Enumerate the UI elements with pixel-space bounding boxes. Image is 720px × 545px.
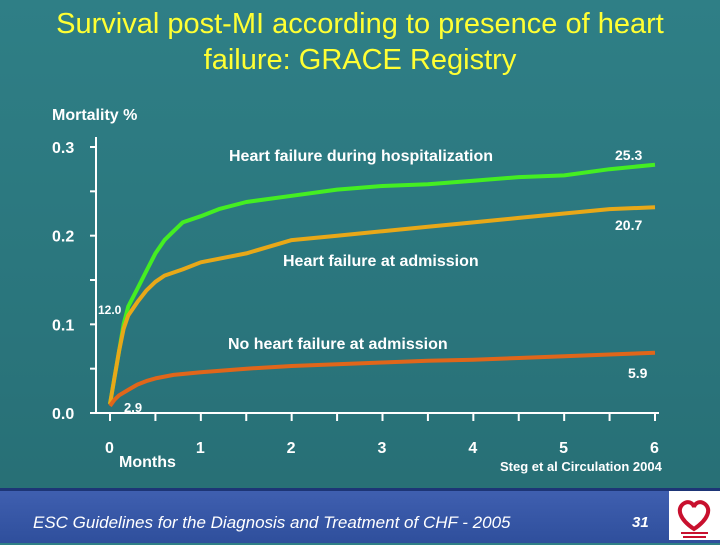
x-tick-label: 5 [559,440,568,457]
series-name-label: Heart failure at admission [283,253,479,270]
x-tick-label: 1 [196,440,205,457]
chart-series [108,162,656,408]
slide-title: Survival post-MI according to presence o… [0,6,720,78]
x-axis-label: Months [119,454,176,471]
x-tick-label: 0 [105,440,114,457]
series-mid-label: 12.0 [98,303,122,317]
esc-logo [669,491,720,540]
series-line-2 [108,205,656,405]
mortality-chart: Mortality % Months Steg et al Circulatio… [52,107,663,474]
y-tick-label: 0.1 [52,317,74,334]
x-tick-label: 6 [650,440,659,457]
x-tick-label: 2 [287,440,296,457]
series-name-label: No heart failure at admission [228,336,448,353]
x-tick-label: 4 [468,440,477,457]
footer-text: ESC Guidelines for the Diagnosis and Tre… [33,513,511,532]
chart-series-labels: Heart failure during hospitalization 25.3… [98,147,648,415]
heart-logo-icon [677,500,711,538]
source-citation: Steg et al Circulation 2004 [500,459,663,474]
y-axis-label: Mortality % [52,107,137,124]
series-end-label: 5.9 [628,365,648,381]
slide-title-line-1: Survival post-MI according to presence o… [56,8,664,40]
chart-axes: 0.0 0.1 0.2 0.3 0 1 2 3 4 5 6 [52,137,659,457]
x-tick-label: 3 [378,440,387,457]
y-tick-label: 0.2 [52,229,74,246]
series-end-label: 25.3 [615,147,642,163]
y-tick-label: 0.0 [52,406,74,423]
series-end-label: 20.7 [615,217,642,233]
series-name-label: Heart failure during hospitalization [229,148,493,165]
page-number: 31 [632,514,649,531]
series-start-label: 2.9 [124,400,142,415]
footer-bar: ESC Guidelines for the Diagnosis and Tre… [0,488,720,543]
series-line-3 [108,350,656,408]
series-line-1 [108,162,656,405]
y-tick-label: 0.3 [52,140,74,157]
slide-title-line-2: failure: GRACE Registry [203,44,517,76]
